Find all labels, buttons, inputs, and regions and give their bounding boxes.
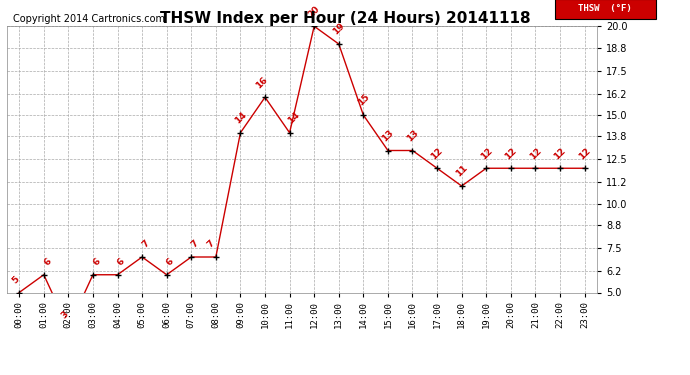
Point [333, 41, 344, 47]
Text: 6: 6 [91, 257, 102, 268]
Point [431, 165, 442, 171]
Point [505, 165, 516, 171]
Text: 12: 12 [553, 146, 568, 161]
Point [38, 272, 49, 278]
Point [112, 272, 123, 278]
Text: 12: 12 [528, 146, 543, 161]
Point [88, 272, 99, 278]
Point [358, 112, 369, 118]
Point [186, 254, 197, 260]
Text: THSW  (°F): THSW (°F) [578, 4, 632, 13]
Point [382, 147, 393, 153]
Point [555, 165, 566, 171]
Text: 12: 12 [503, 146, 518, 161]
Text: 13: 13 [405, 128, 420, 143]
Text: 12: 12 [479, 146, 494, 161]
Text: 15: 15 [356, 93, 371, 108]
Point [161, 272, 172, 278]
Text: 6: 6 [165, 257, 176, 268]
Point [308, 23, 319, 29]
Text: 20: 20 [306, 4, 322, 19]
Point [579, 165, 590, 171]
Point [137, 254, 148, 260]
Text: 6: 6 [42, 257, 53, 268]
Text: 11: 11 [454, 164, 469, 179]
Point [481, 165, 492, 171]
Text: 16: 16 [254, 75, 269, 90]
Text: 3: 3 [59, 310, 70, 321]
Point [259, 94, 270, 100]
Text: 6: 6 [116, 257, 126, 268]
Text: Copyright 2014 Cartronics.com: Copyright 2014 Cartronics.com [13, 13, 165, 24]
Point [63, 325, 74, 331]
Text: 19: 19 [331, 22, 346, 37]
Text: 14: 14 [233, 110, 248, 126]
Point [284, 130, 295, 136]
Text: 7: 7 [206, 239, 217, 250]
Point [14, 290, 25, 296]
Text: 13: 13 [380, 128, 395, 143]
Point [530, 165, 541, 171]
Point [210, 254, 221, 260]
Text: 7: 7 [140, 239, 151, 250]
Point [235, 130, 246, 136]
Text: 12: 12 [429, 146, 444, 161]
Text: 12: 12 [577, 146, 592, 161]
Text: 14: 14 [286, 110, 301, 126]
Text: THSW Index per Hour (24 Hours) 20141118: THSW Index per Hour (24 Hours) 20141118 [159, 11, 531, 26]
Point [407, 147, 418, 153]
Point [456, 183, 467, 189]
Text: 5: 5 [10, 274, 21, 285]
Text: 7: 7 [190, 239, 200, 250]
